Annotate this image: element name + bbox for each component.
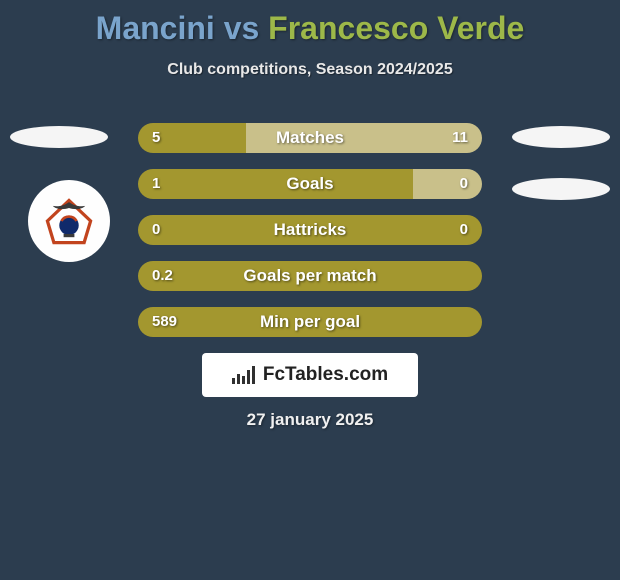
chart-icon — [232, 366, 257, 384]
stat-row: 511Matches — [138, 123, 482, 153]
player2-avatar-placeholder — [512, 126, 610, 148]
stat-bar-right — [246, 123, 483, 153]
player2-name: Francesco Verde — [268, 10, 524, 46]
stat-value-left: 589 — [152, 307, 177, 337]
stat-value-right: 0 — [460, 215, 468, 245]
stat-value-right: 0 — [460, 169, 468, 199]
stat-bar-left — [138, 215, 482, 245]
stat-value-right: 11 — [452, 123, 468, 153]
club-crest-icon — [42, 194, 96, 248]
stat-row: 589Min per goal — [138, 307, 482, 337]
player2-club-placeholder — [512, 178, 610, 200]
player1-name: Mancini — [96, 10, 215, 46]
stats-container: 511Matches10Goals00Hattricks0.2Goals per… — [138, 123, 482, 353]
page-title: Mancini vs Francesco Verde — [0, 0, 620, 47]
vs-text: vs — [224, 10, 260, 46]
stat-bar-left — [138, 169, 413, 199]
stat-bar-left — [138, 261, 482, 291]
subtitle: Club competitions, Season 2024/2025 — [0, 61, 620, 79]
player1-club-crest — [28, 180, 110, 262]
player1-avatar-placeholder — [10, 126, 108, 148]
stat-row: 10Goals — [138, 169, 482, 199]
stat-row: 0.2Goals per match — [138, 261, 482, 291]
stat-bar-right — [413, 169, 482, 199]
stat-value-left: 0.2 — [152, 261, 173, 291]
stat-row: 00Hattricks — [138, 215, 482, 245]
date-text: 27 january 2025 — [0, 410, 620, 430]
stat-value-left: 1 — [152, 169, 160, 199]
stat-value-left: 0 — [152, 215, 160, 245]
branding-text: FcTables.com — [263, 364, 388, 386]
stat-bar-left — [138, 307, 482, 337]
stat-value-left: 5 — [152, 123, 160, 153]
branding-badge: FcTables.com — [202, 353, 418, 397]
